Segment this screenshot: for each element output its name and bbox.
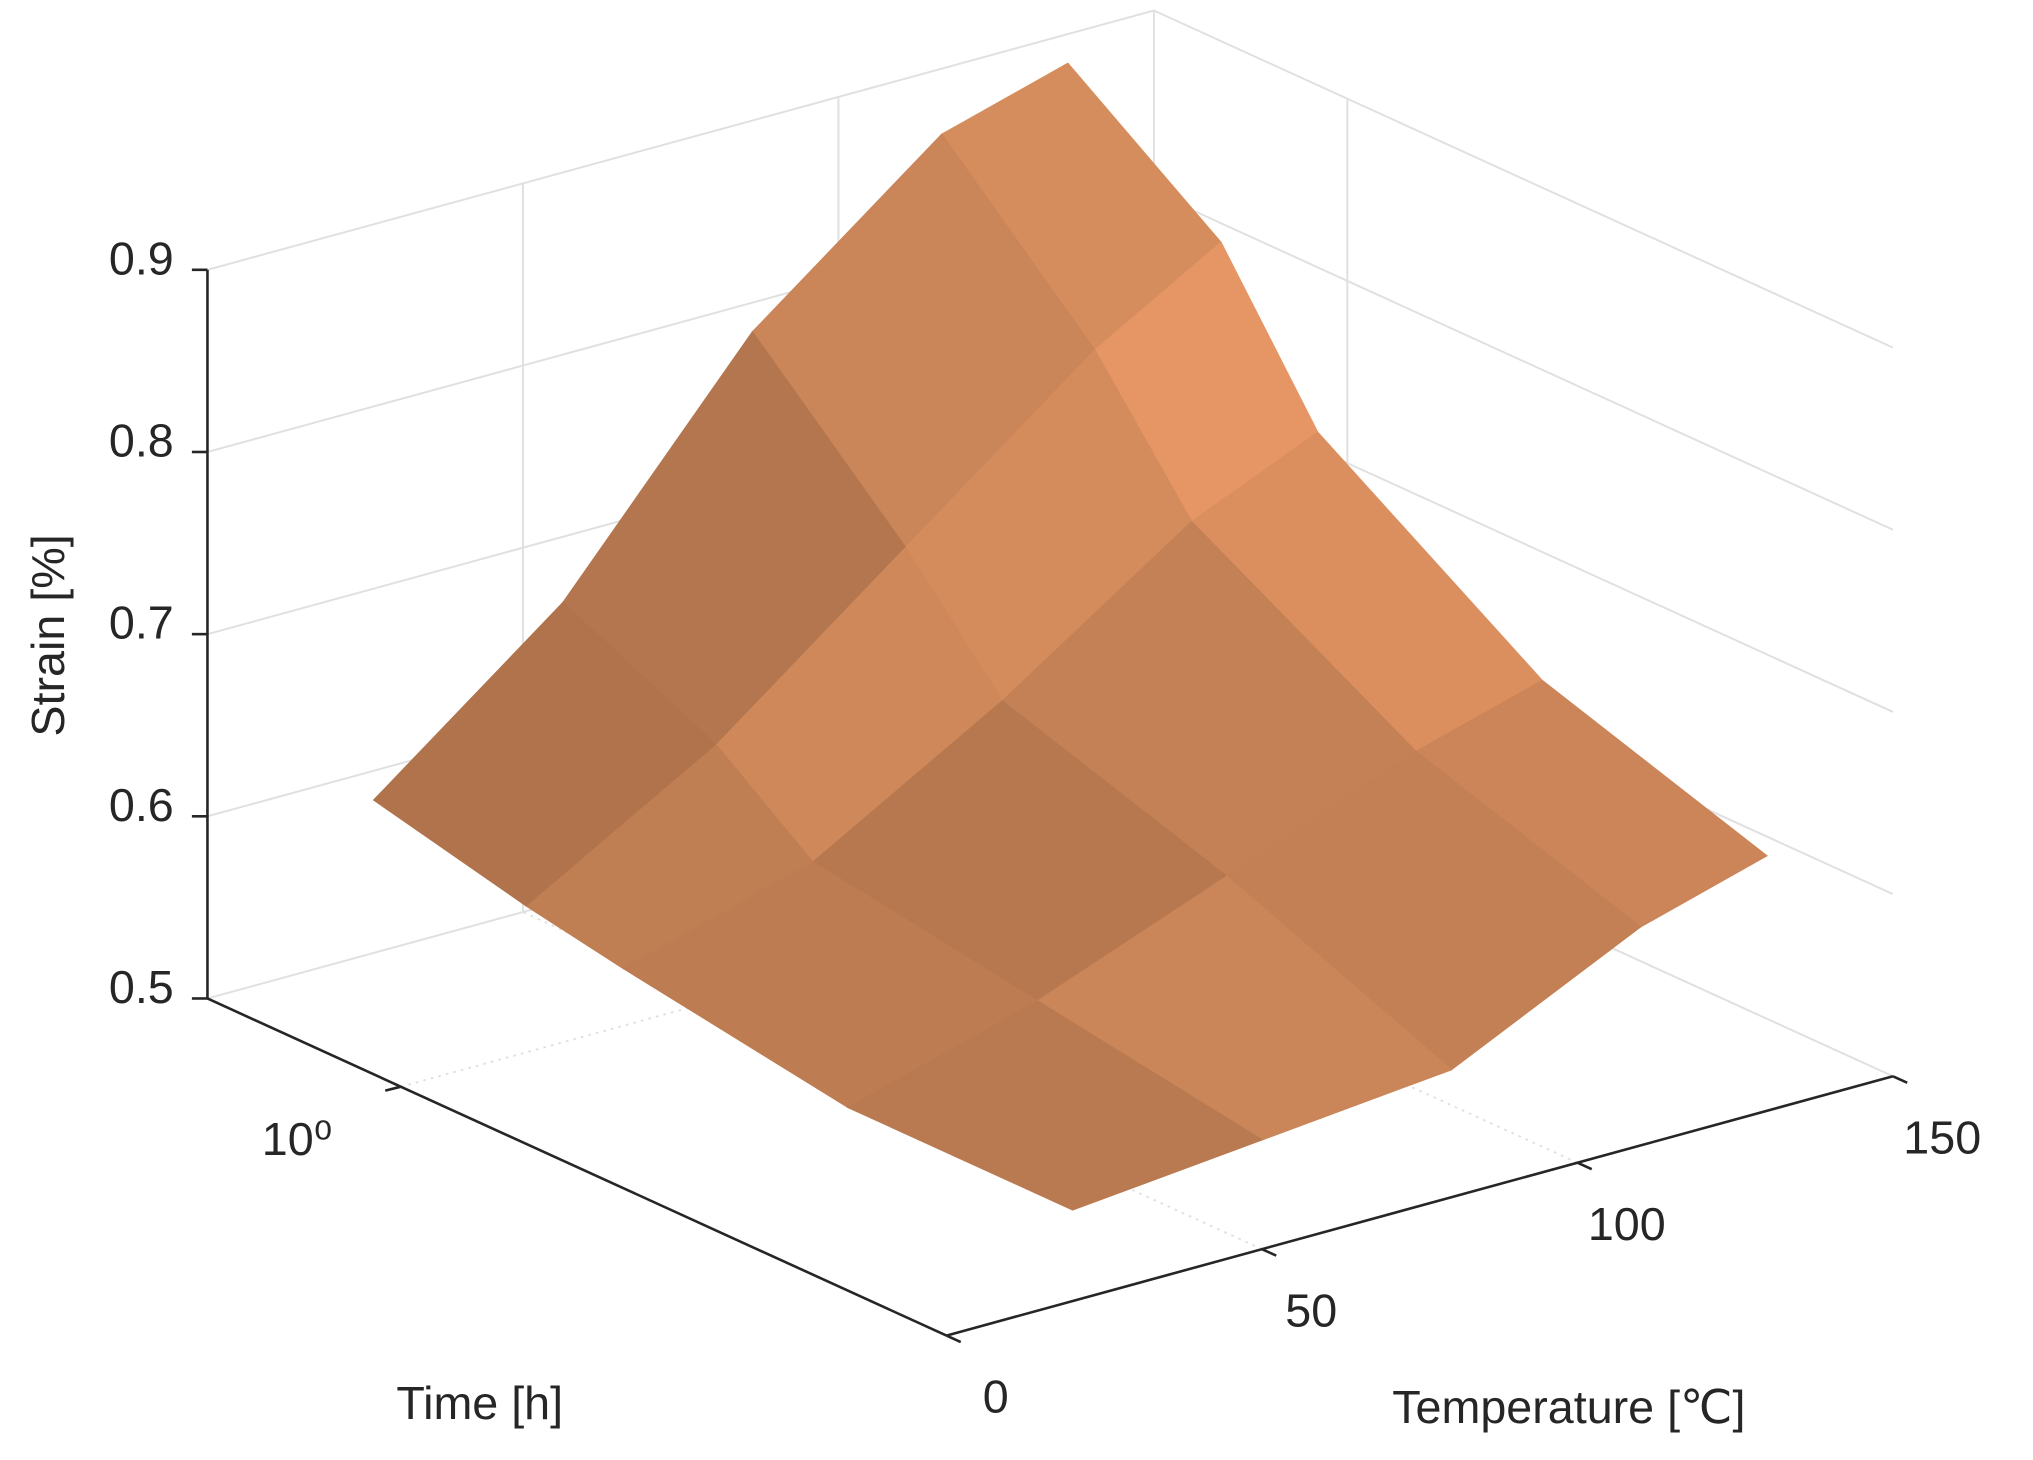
x-axis-label: Temperature [℃]	[1392, 1381, 1745, 1433]
grid-line	[1153, 191, 1894, 531]
x-tick-label: 50	[1285, 1284, 1337, 1336]
x-tick-label: 0	[983, 1371, 1009, 1423]
y-tick	[384, 1085, 402, 1092]
y-axis-label: Time [h]	[396, 1377, 563, 1429]
x-tick-label: 100	[1588, 1198, 1666, 1250]
z-tick-label: 0.8	[109, 415, 174, 467]
y-axis	[206, 997, 948, 1337]
grid-line	[1153, 9, 1894, 349]
surface-patch	[846, 1000, 1264, 1211]
surface	[372, 62, 1768, 1211]
z-tick-label: 0.9	[109, 232, 174, 284]
z-axis-label: Strain [%]	[22, 534, 74, 736]
x-tick	[1261, 1247, 1277, 1257]
grid-line	[207, 9, 1155, 271]
z-tick-label: 0.5	[109, 961, 174, 1013]
x-tick-label: 150	[1903, 1111, 1981, 1163]
axes: 0.5 0.6 0.7 0.8 0.9 0 50 100 150 10⁰	[109, 232, 1981, 1422]
z-tick-label: 0.6	[109, 779, 174, 831]
x-tick	[1576, 1161, 1593, 1171]
y-tick-label: 10⁰	[262, 1113, 333, 1165]
z-tick-label: 0.7	[109, 597, 174, 649]
x-axis	[946, 1075, 1894, 1337]
x-tick	[945, 1334, 962, 1344]
x-tick	[1892, 1075, 1908, 1084]
